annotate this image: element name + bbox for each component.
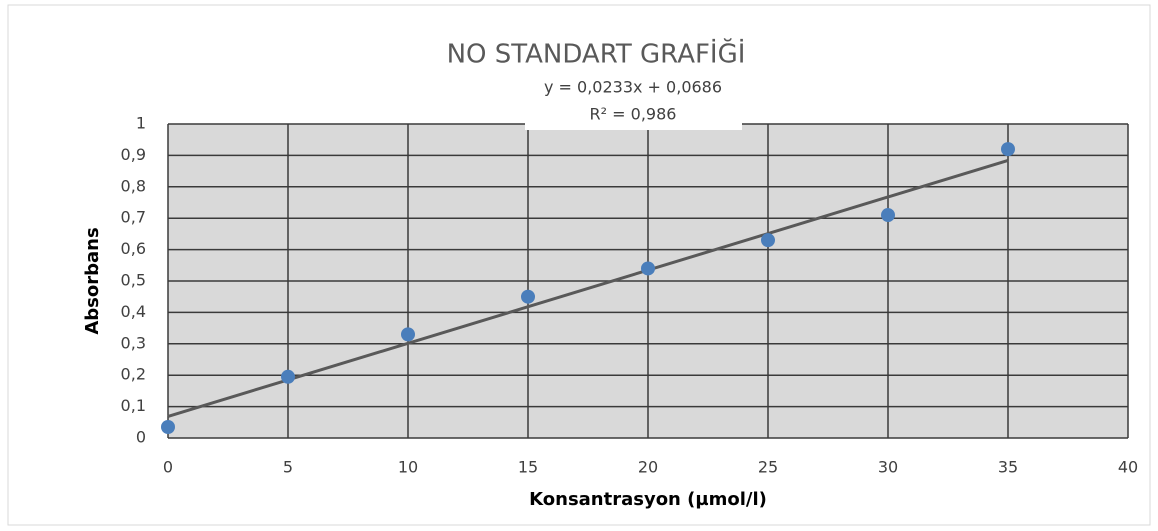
x-tick-label: 10 xyxy=(398,458,418,477)
y-tick-label: 0,7 xyxy=(121,208,146,227)
x-tick-label: 5 xyxy=(283,458,293,477)
x-tick-label: 30 xyxy=(878,458,898,477)
data-point xyxy=(401,327,415,342)
x-tick-label: 35 xyxy=(998,458,1018,477)
y-tick-label: 0,1 xyxy=(121,396,146,415)
y-tick-label: 0,8 xyxy=(121,176,146,195)
x-tick-label: 40 xyxy=(1118,458,1138,477)
data-point xyxy=(881,208,895,223)
y-tick-label: 0,9 xyxy=(121,145,146,164)
data-point xyxy=(161,420,175,435)
x-tick-label: 20 xyxy=(638,458,658,477)
x-tick-label: 15 xyxy=(518,458,538,477)
trendline xyxy=(167,158,1009,418)
grid: 00,10,20,30,40,50,60,70,80,910 5 10 15 20 25 3… xyxy=(121,114,1139,477)
y-tick-label: 0,5 xyxy=(121,271,146,290)
y-tick-label: 0,6 xyxy=(121,239,146,258)
chart-title: NO STANDART GRAFİĞİ xyxy=(447,38,746,70)
data-point xyxy=(761,233,775,248)
y-tick-label: 0,4 xyxy=(121,302,146,321)
equation-box xyxy=(525,72,742,130)
x-tick-label: 25 xyxy=(758,458,778,477)
data-point xyxy=(281,369,295,384)
y-axis-label: Absorbans xyxy=(82,227,103,334)
trendline-r2: R² = 0,986 xyxy=(590,105,677,124)
x-axis-label: Konsantrasyon (µmol/l) xyxy=(529,489,767,510)
y-tick-label: 0,3 xyxy=(121,333,146,352)
y-tick-label: 0 xyxy=(136,428,146,447)
y-tick-label: 1 xyxy=(136,114,146,133)
trendline-equation: y = 0,0233x + 0,0686 xyxy=(544,78,722,97)
y-tick-label: 0,2 xyxy=(121,365,146,384)
data-point xyxy=(641,261,655,276)
data-point xyxy=(1001,142,1015,157)
marks xyxy=(161,142,1015,435)
x-tick-label: 0 xyxy=(163,458,173,477)
data-point xyxy=(521,289,535,304)
